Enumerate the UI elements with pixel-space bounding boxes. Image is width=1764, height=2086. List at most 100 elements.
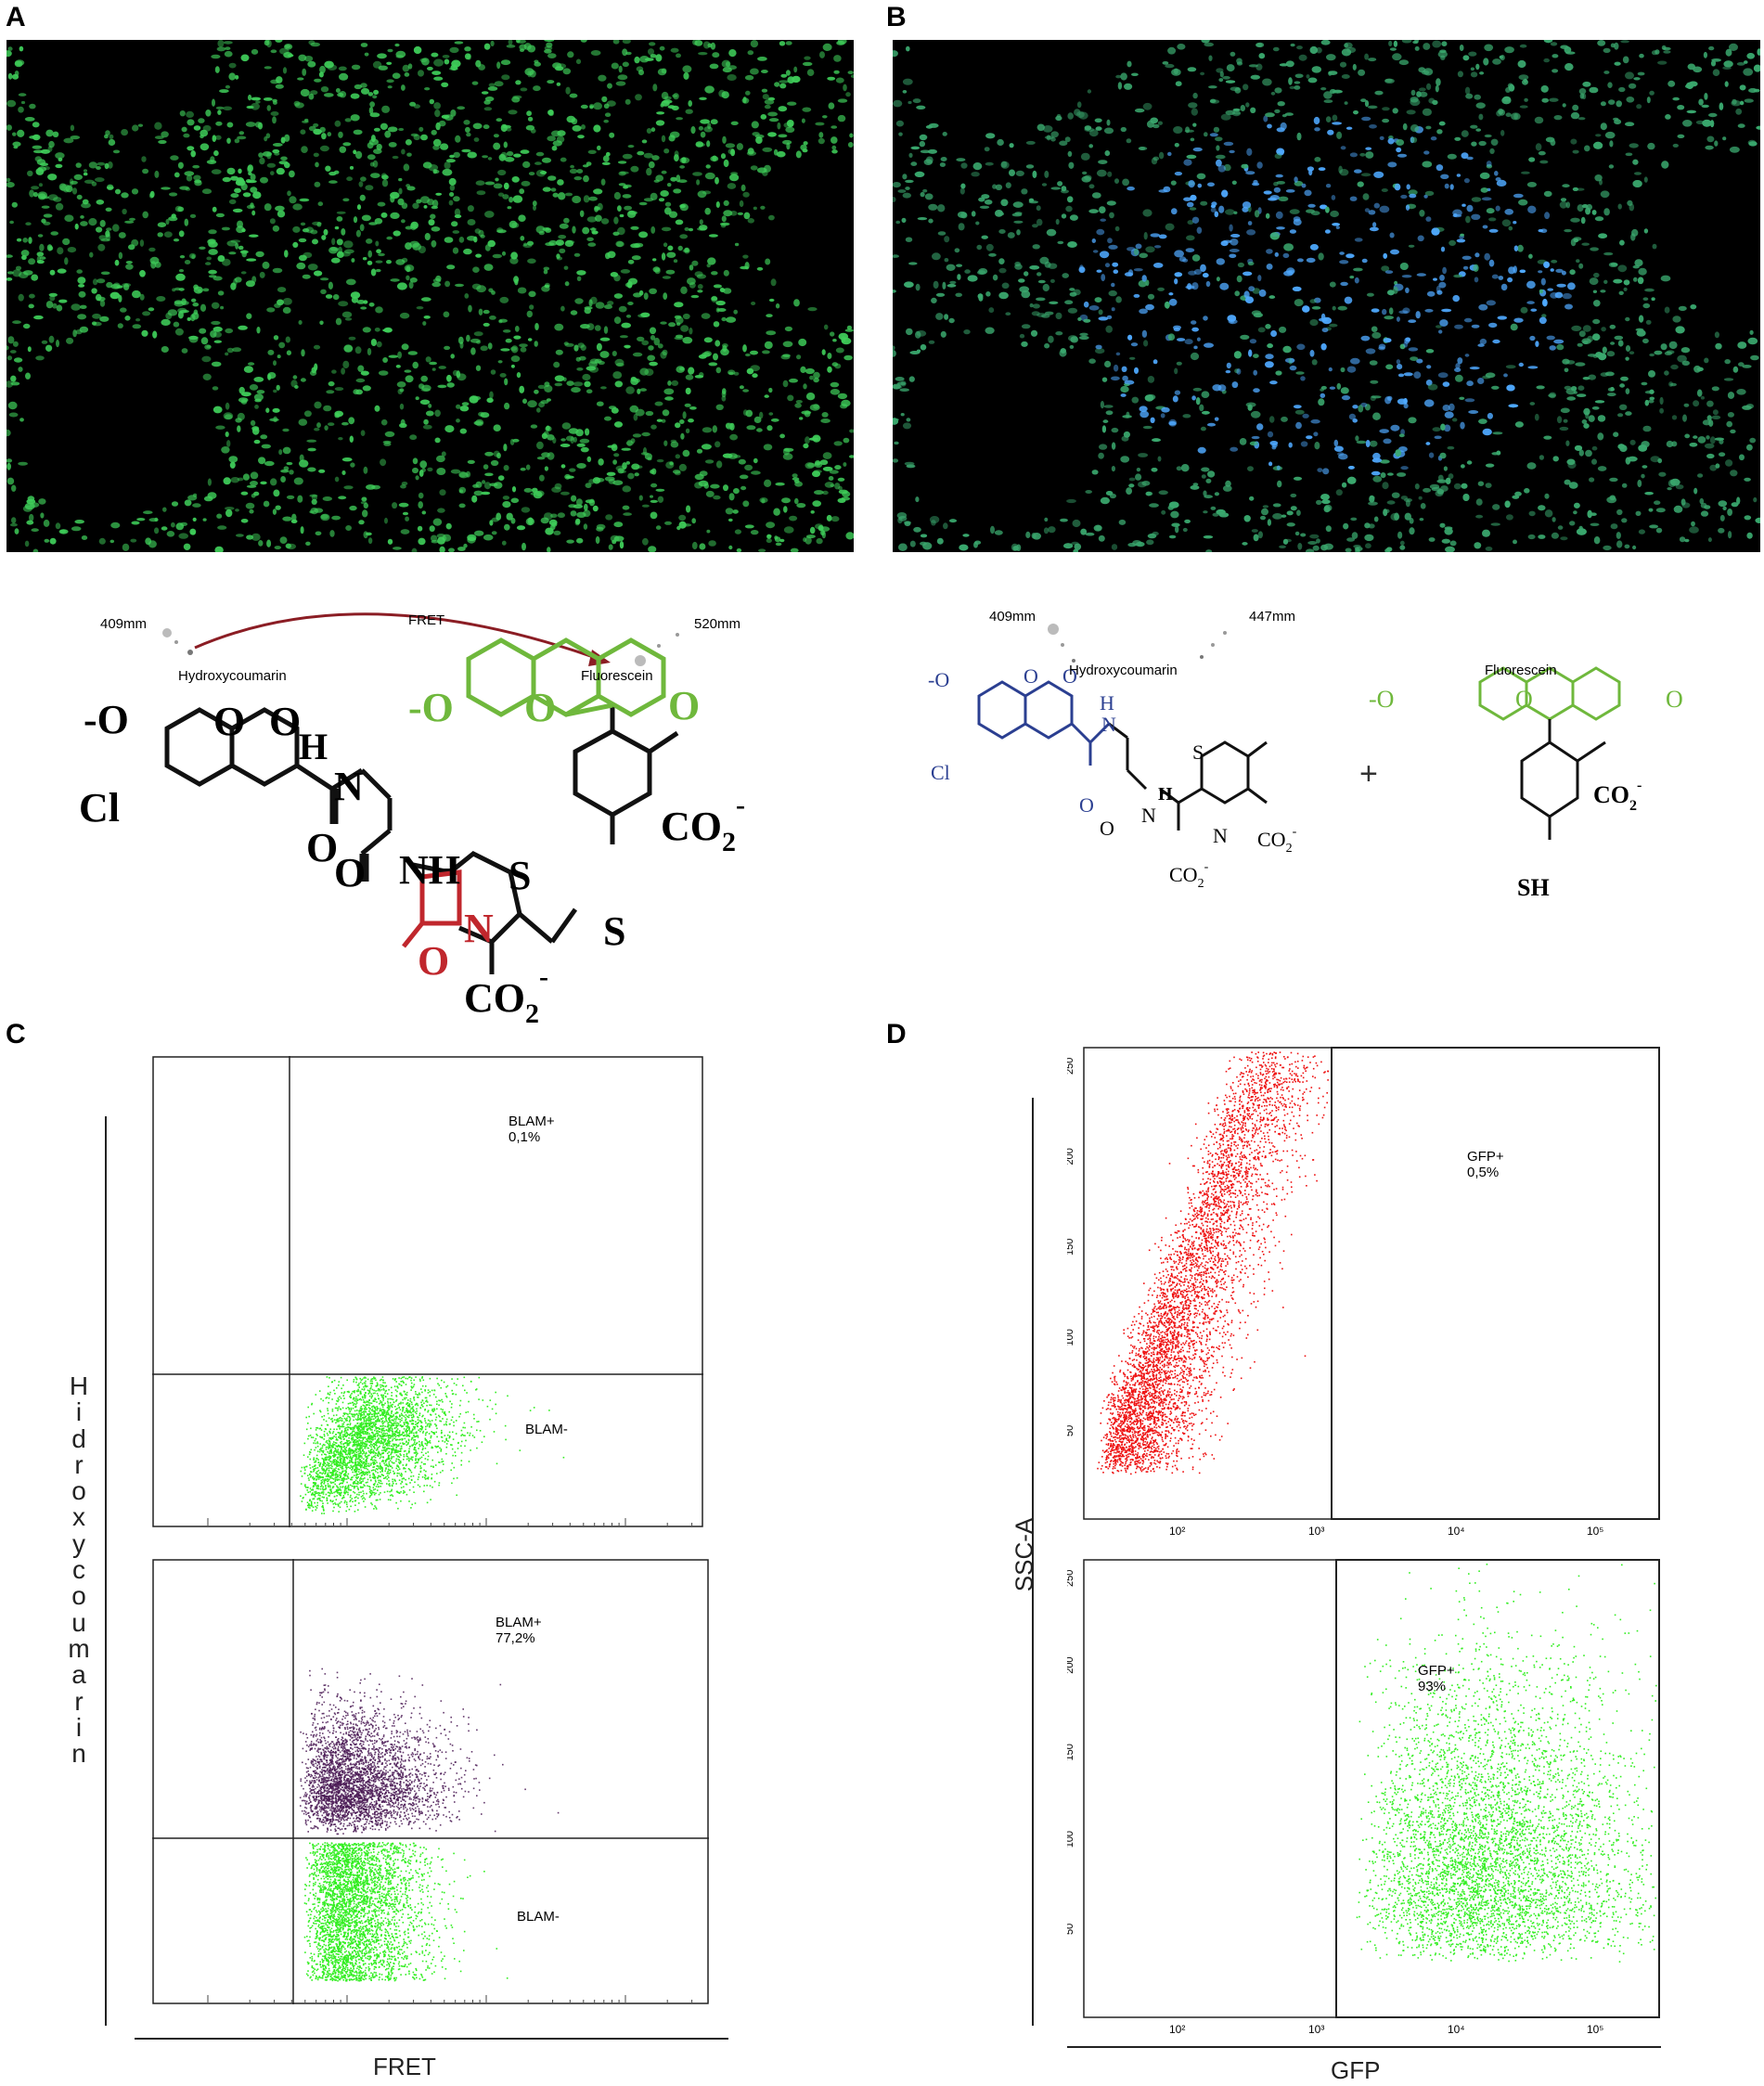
b-atom-o-minus: -O	[928, 668, 949, 691]
atom-n2: N	[464, 906, 494, 951]
y-ticks: 50 100 150 200 250	[1067, 1058, 1075, 1436]
y-tick-label: 200	[1067, 1148, 1075, 1165]
c-y-axis-line	[105, 1116, 107, 2026]
micrograph-a	[6, 40, 854, 552]
thiophenyl-linker	[573, 705, 679, 844]
donor-label-b: Hydroxycoumarin	[1069, 663, 1178, 678]
events	[1097, 1051, 1330, 1475]
atom-fluorescein-o-minus: -O	[408, 685, 454, 730]
b-atom-s: S	[1192, 740, 1204, 764]
b-atom-h2: H	[1158, 784, 1173, 805]
plot-frame	[1083, 1559, 1660, 2018]
fluorescein-core	[466, 637, 666, 717]
b-atom-n2: N	[1141, 804, 1156, 827]
y-tick-label: 200	[1067, 1656, 1075, 1673]
d-x-axis-title: GFP	[1331, 2056, 1380, 2085]
b-atom-co2b: CO2-	[1169, 860, 1209, 891]
donor-label-a: Hydroxycoumarin	[178, 668, 287, 684]
x-tick-label: 10³	[1308, 1525, 1324, 1538]
b-atom-o2: O	[1062, 664, 1077, 688]
cyclohexyl-thiol	[1520, 719, 1606, 840]
events	[299, 1668, 560, 1982]
events	[1356, 1564, 1657, 1963]
c-bot-blam-neg: BLAM-	[517, 1909, 560, 1925]
coumarin-core	[164, 707, 393, 882]
y-tick-label: 50	[1067, 1924, 1075, 1935]
x-tick-label: 10⁵	[1587, 2023, 1603, 2036]
atom-s2: S	[603, 908, 625, 954]
acceptor-label-b: Fluorescein	[1485, 663, 1557, 678]
atom-o1: O	[213, 699, 245, 744]
b-atom-fluorescein-o-minus: -O	[1369, 686, 1394, 713]
d-bot-gfp-pos: GFP+ 93%	[1418, 1663, 1455, 1694]
y-ticks: 50 100 150 200 250	[1067, 1570, 1075, 1935]
chem-structure-b: -O O O H N Cl O O N H S N CO2- CO2- + -O…	[928, 624, 1683, 901]
micrograph-b	[893, 40, 1760, 552]
panel-label-a: A	[6, 2, 26, 33]
panel-label-d: D	[886, 1019, 907, 1050]
events	[300, 1376, 565, 1514]
b-atom-n1: N	[1101, 713, 1116, 736]
plot-frame	[152, 1056, 703, 1527]
d-y-axis-title: SSC-A	[1011, 1500, 1039, 1611]
c-bot-blam-pos: BLAM+ 77,2%	[496, 1615, 542, 1646]
d-y-axis-line	[1032, 1098, 1034, 2026]
b-atom-n3: N	[1213, 824, 1228, 847]
cephem-core	[412, 851, 578, 974]
axis-ticks	[207, 1995, 709, 2002]
fret-label: FRET	[408, 612, 444, 628]
c-top-blam-neg: BLAM-	[525, 1422, 568, 1437]
y-tick-label: 100	[1067, 1831, 1075, 1848]
atom-o-minus: -O	[84, 697, 129, 742]
y-tick-label: 50	[1067, 1425, 1075, 1436]
y-tick-label: 150	[1067, 1239, 1075, 1255]
b-atom-o1: O	[1024, 664, 1038, 688]
axis-ticks	[207, 1518, 693, 1526]
wavelength-left-a: 409mm	[100, 616, 147, 632]
atom-o2: O	[269, 699, 301, 744]
b-atom-fluorescein-o2: O	[1666, 686, 1683, 713]
atom-s1: S	[509, 853, 531, 898]
flow-plot-c-top	[152, 1056, 703, 1527]
x-tick-label: 10²	[1169, 1525, 1185, 1538]
b-atom-cl: Cl	[931, 761, 950, 784]
b-atom-sh: SH	[1517, 874, 1550, 901]
atom-nh: NH	[399, 847, 460, 893]
gfp-gate	[1331, 1047, 1660, 1520]
atom-co2-1: CO2-	[464, 961, 548, 1029]
plot-frame	[1083, 1047, 1660, 1520]
c-x-axis-title: FRET	[373, 2053, 436, 2081]
y-tick-label: 250	[1067, 1570, 1075, 1587]
x-tick-label: 10²	[1169, 2023, 1185, 2036]
atom-cl: Cl	[79, 785, 120, 831]
cells	[6, 40, 854, 552]
wavelength-right-b: 447mm	[1249, 609, 1295, 625]
beta-lactam-ring	[402, 869, 462, 948]
gfp-gate	[1335, 1559, 1660, 2018]
chem-structure-a: -O O O H Cl N O O NH S O N CO2- S CO2- -…	[79, 612, 745, 1029]
b-atom-o4: O	[1100, 817, 1114, 840]
acceptor-label-a: Fluorescein	[581, 668, 653, 684]
coumarin-product	[977, 680, 1111, 766]
fluorescein-product	[1478, 666, 1621, 721]
atom-o4: O	[334, 850, 366, 895]
cephem-product	[1108, 722, 1268, 831]
d-top-gfp-pos: GFP+ 0,5%	[1467, 1149, 1504, 1180]
b-atom-co2a: CO2-	[1257, 825, 1297, 856]
x-tick-label: 10⁴	[1448, 1525, 1465, 1538]
panel-label-b: B	[886, 2, 907, 33]
b-atom-o3: O	[1079, 793, 1094, 817]
plus-sign: +	[1359, 756, 1378, 792]
x-tick-label: 10⁴	[1448, 2023, 1465, 2036]
y-tick-label: 150	[1067, 1744, 1075, 1760]
y-tick-label: 100	[1067, 1329, 1075, 1346]
atom-o3: O	[306, 825, 338, 870]
cells	[893, 40, 1760, 552]
x-ticks: 10² 10³ 10⁴ 10⁵	[1169, 2023, 1603, 2036]
fret-arrow	[194, 612, 599, 661]
atom-co2-2: CO2-	[661, 790, 745, 857]
panel-label-c: C	[6, 1019, 26, 1050]
flow-plot-c-bottom	[152, 1559, 709, 2004]
b-atom-fluorescein-co2: CO2-	[1593, 778, 1642, 814]
